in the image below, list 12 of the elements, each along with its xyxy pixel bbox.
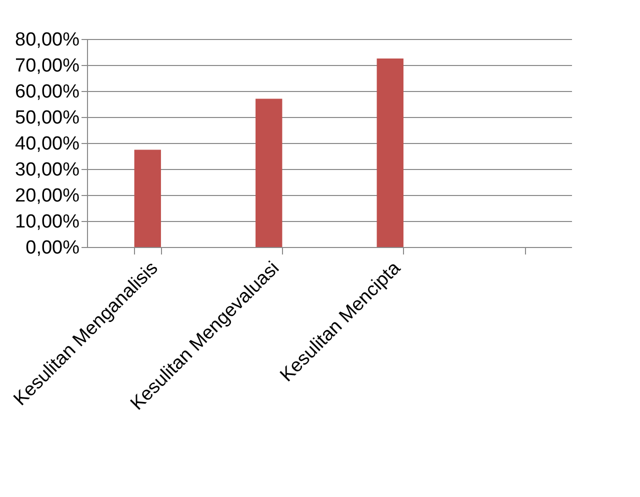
y-tick-label: 20,00% — [15, 186, 80, 206]
bar — [134, 150, 161, 247]
bar — [256, 98, 282, 247]
y-tick-label: 30,00% — [15, 160, 80, 180]
y-tick-label: 0,00% — [26, 238, 80, 258]
y-tick-label: 60,00% — [15, 82, 80, 102]
y-tick-label: 80,00% — [15, 30, 80, 50]
y-tick-label: 40,00% — [15, 134, 80, 154]
bar — [376, 58, 404, 247]
y-tick-label: 50,00% — [15, 108, 80, 128]
y-tick-label: 70,00% — [15, 56, 80, 76]
y-tick-label: 10,00% — [15, 212, 80, 232]
